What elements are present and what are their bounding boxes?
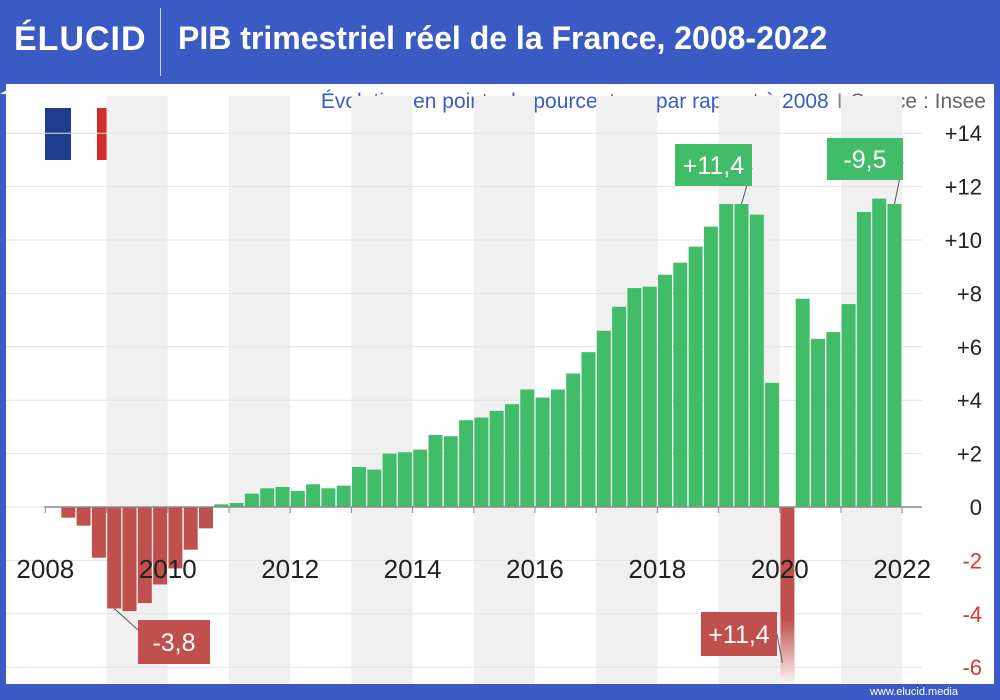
bar [658,274,672,507]
chart-title: PIB trimestriel réel de la France, 2008-… [178,20,828,56]
bar [122,507,137,612]
bar [137,507,152,604]
annotation-label: +11,4 [708,621,769,649]
bar [443,436,458,507]
bar [596,330,611,507]
bar [91,507,106,558]
bar [719,203,734,507]
year-band [228,96,291,684]
bar [505,404,519,507]
bar [474,417,489,507]
x-tick-label: 2008 [16,554,74,584]
bar [811,338,825,507]
x-tick-label: 2014 [384,554,442,584]
bar [306,484,321,507]
y-tick-label: +14 [945,121,982,146]
y-tick-label: -6 [962,655,982,680]
bar [321,488,336,507]
subtitle-description: Évolution en points de pourcentage par r… [320,90,829,113]
bar [535,397,550,507]
bar [367,469,382,507]
y-tick-label: +10 [945,228,982,253]
bar [795,298,810,507]
annotation-label: +11,4 [683,152,744,180]
bar [244,493,259,507]
x-tick-label: 2012 [261,554,319,584]
bar [413,449,428,507]
bar [550,389,565,507]
bar [336,485,351,507]
bar [153,507,168,585]
bar [183,507,198,550]
y-tick-label: +12 [945,175,982,200]
bar [749,214,764,507]
bar [397,452,412,507]
bar [260,488,275,507]
bar [107,507,122,609]
annotation-box [138,620,210,664]
annotation-box [675,144,752,186]
year-band [351,96,413,684]
bar [489,410,504,507]
annotation-box [827,138,903,180]
y-tick-label: -2 [962,548,982,573]
bar [520,389,535,507]
bar [734,203,749,507]
flag-stripe-white [71,108,97,160]
bar [872,198,887,508]
bar [229,502,244,507]
bar [566,373,581,507]
header-divider [160,8,161,76]
bar [199,507,213,529]
bar [673,262,688,507]
footer-site: www.elucid.media [869,686,958,698]
y-tick-label: +6 [957,335,982,360]
annotation-label: -3,8 [152,629,195,657]
y-tick-label: +8 [957,281,982,306]
flag-stripe-blue [45,108,71,160]
x-tick-label: 2016 [506,554,564,584]
bar [76,507,91,526]
bar [290,490,305,507]
elucid-mark-icon [0,84,18,94]
bar [627,288,642,507]
bar [275,486,290,507]
bar [887,203,902,507]
bar [688,246,703,508]
elucid-logo: ÉLUCID [14,20,147,58]
bar [826,332,841,507]
y-tick-label: 0 [970,495,982,520]
y-tick-label: +2 [957,442,982,467]
bar-fade [780,620,795,684]
header: ÉLUCID PIB trimestriel réel de la France… [0,0,1000,84]
annotation-leader [113,608,139,631]
bar [214,504,229,507]
bar [841,304,856,507]
bar [612,306,627,507]
annotation-box [701,612,777,656]
bar [459,420,474,507]
annotation-label: -9,5 [843,146,886,174]
x-tick-label: 2022 [873,554,931,584]
x-tick-label: 2020 [751,554,809,584]
bar [168,507,183,569]
bar [703,226,718,507]
annotation-leader [776,633,783,664]
bar [642,286,657,507]
bar [581,352,596,507]
y-tick-label: +4 [957,388,982,413]
bar [352,466,366,507]
y-tick-label: -4 [962,602,982,627]
bar [382,453,397,507]
x-tick-label: 2010 [139,554,197,584]
bar [428,434,443,507]
subtitle-separator: I [836,90,843,113]
bar [765,382,780,507]
gdp-bar-chart: 2008 2010 2012 2014 2016 2018 2020 2022 -6 -4 -2 0 +… [6,96,982,684]
bar [856,211,871,507]
bar [61,507,76,518]
x-tick-label: 2018 [628,554,686,584]
